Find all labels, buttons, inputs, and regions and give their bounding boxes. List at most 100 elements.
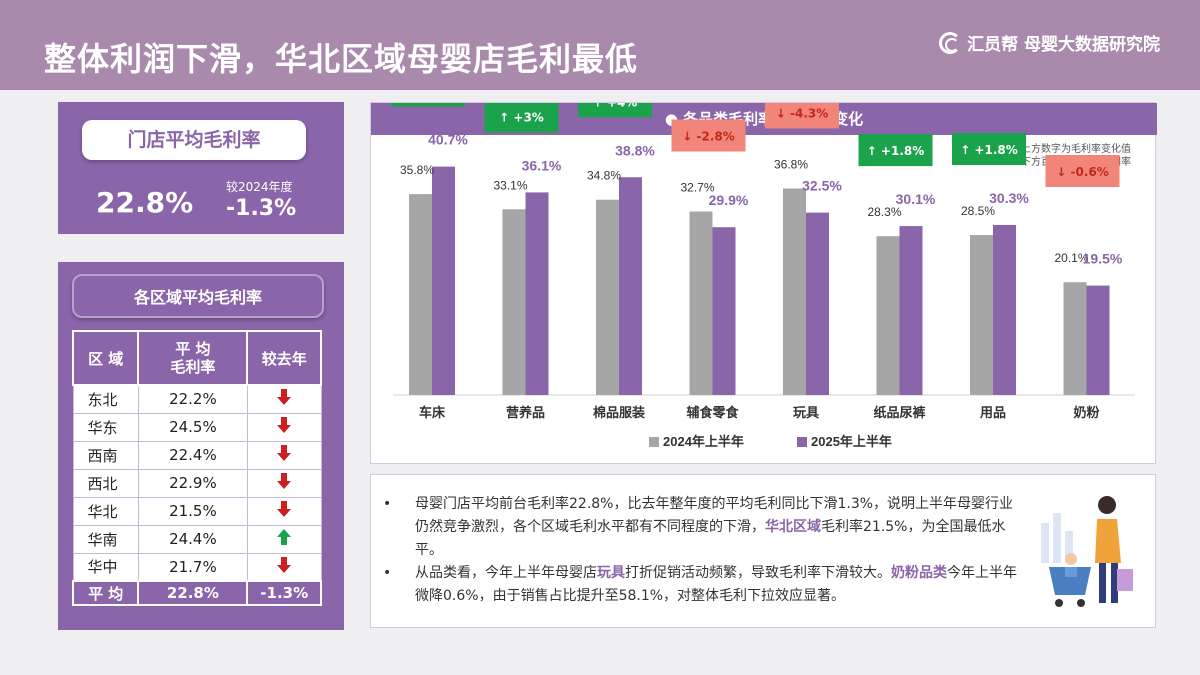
region-name: 西北 — [72, 468, 139, 498]
summary-1-b: 毛利率21.5%，为全国最低水平。 — [415, 519, 1006, 558]
legend-label: 2024年上半年 — [663, 434, 744, 449]
bar-2024 — [1063, 282, 1087, 395]
col-rate-label: 平 均 毛利率 — [170, 340, 216, 376]
table-row: 西南 22.4% — [72, 440, 322, 470]
change-badge-down — [1045, 155, 1120, 187]
col-change: 较去年 — [246, 330, 322, 386]
label-2024: 32.7% — [680, 181, 714, 195]
category-label: 辅食零食 — [686, 405, 739, 420]
chart-note-1-text: 上方数字为毛利率变化值 — [1021, 144, 1131, 155]
table-row: 西北 22.9% — [72, 468, 322, 498]
table-row: 华南 24.4% — [72, 524, 322, 554]
table-row: 华东 24.5% — [72, 412, 322, 442]
region-name: 华东 — [72, 412, 139, 442]
avg-label: 平 均 — [71, 580, 140, 606]
change-badge-up — [578, 103, 652, 118]
category-label: 纸品尿裤 — [873, 405, 925, 420]
arrow-down-icon — [277, 473, 292, 489]
category-label: 棉品服装 — [593, 405, 645, 420]
bar-2024 — [502, 209, 526, 395]
change-label: ↑ +4% — [593, 103, 638, 109]
bar-2024 — [876, 236, 900, 395]
label-2025: 32.5% — [802, 178, 842, 194]
summary-bullet-2: 从品类看，今年上半年母婴店玩具打折促销活动频繁，导致毛利率下滑较大。奶粉品类今年… — [381, 562, 1021, 608]
region-name: 东北 — [72, 384, 139, 414]
brand-logo-icon — [939, 31, 962, 54]
region-name: 西南 — [72, 440, 139, 470]
change-badge-up — [858, 134, 933, 167]
table-row: 华中 21.7% — [72, 552, 322, 582]
region-rate: 21.7% — [137, 552, 248, 582]
label-2024: 36.8% — [774, 157, 808, 171]
bar-2024 — [783, 188, 806, 395]
label-2025: 19.5% — [1083, 251, 1123, 267]
label-2024: 28.3% — [867, 205, 901, 219]
avg-rate: 22.8% — [137, 580, 249, 606]
col-rate: 平 均 毛利率 — [137, 330, 249, 386]
bar-2025 — [525, 192, 549, 395]
change-badge-down — [765, 103, 839, 129]
summary-bullet-1: 母婴门店平均前台毛利率22.8%，比去年整年度的平均毛利同比下滑1.3%，说明上… — [381, 493, 1021, 562]
arrow-up-icon — [277, 529, 292, 545]
bar-2025 — [619, 177, 642, 395]
summary-2-highlight-2: 奶粉品类 — [891, 565, 947, 581]
change-badge-up — [952, 132, 1026, 165]
region-table: 区 域 平 均 毛利率 较去年 东北 22.2% 华东 24.5% 西南 22.4% 西北 2… — [71, 330, 322, 606]
category-chart-panel: ● 各品类毛利率及毛利率变化 • 上方数字为毛利率变化值 • 下方百分数为品类毛… — [370, 102, 1157, 464]
summary-2-c: 今年上半年微降0.6%，由于销售占比提升至58.1%，对整体毛利下拉效应显著。 — [415, 565, 1017, 604]
avg-change: -1.3% — [246, 580, 322, 606]
label-2025: 38.8% — [615, 142, 655, 158]
arrow-down-icon — [277, 389, 292, 406]
legend-swatch — [797, 437, 807, 447]
store-kpi-compare-label: 较2024年度 — [226, 180, 293, 194]
region-trend — [246, 384, 322, 414]
region-name: 华南 — [72, 524, 139, 554]
label-2025: 29.9% — [709, 192, 749, 208]
category-label: 用品 — [979, 405, 1006, 420]
bar-chart: 35.8%40.7%车床↑ +4.9%33.1%36.1%营养品↑ +3%34.… — [391, 103, 1135, 449]
col-region-label: 区 域 — [88, 349, 124, 368]
table-row: 华北 21.5% — [72, 496, 322, 526]
bar-2025 — [806, 212, 829, 395]
label-2024: 35.8% — [400, 163, 434, 177]
legend-swatch — [649, 437, 659, 447]
label-2024: 33.1% — [493, 178, 527, 192]
region-panel: 各区域平均毛利率 区 域 平 均 毛利率 较去年 东北 22.2% 华东 24.5% 西… — [58, 262, 344, 630]
change-label: ↑ +1.8% — [867, 144, 925, 158]
change-badge-down — [671, 119, 746, 152]
label-2024: 28.5% — [961, 204, 995, 218]
arrow-down-icon — [277, 445, 292, 461]
region-rate: 22.9% — [137, 468, 248, 498]
bar-2025 — [899, 226, 923, 395]
region-title: 各区域平均毛利率 — [72, 274, 324, 318]
region-rate: 21.5% — [137, 496, 248, 526]
label-2025: 30.3% — [989, 190, 1029, 206]
shopping-mom-illustration — [1041, 496, 1133, 607]
bar-2025 — [1086, 285, 1110, 395]
change-label: ↑ +1.8% — [960, 143, 1018, 157]
store-kpi-panel: 门店平均毛利率 22.8% 较2024年度 -1.3% — [58, 102, 344, 234]
bar-2024 — [409, 194, 432, 395]
region-name: 华北 — [72, 496, 139, 526]
category-label: 营养品 — [506, 405, 545, 420]
region-trend — [246, 524, 322, 554]
region-trend — [246, 412, 322, 442]
table-row-average: 平 均 22.8% -1.3% — [71, 580, 322, 606]
label-2025: 40.7% — [428, 132, 468, 148]
label-2025: 30.1% — [896, 191, 936, 207]
summary-2-a: 从品类看，今年上半年母婴店 — [415, 565, 597, 581]
label-2024: 20.1% — [1054, 251, 1088, 265]
summary-2-highlight-1: 玩具 — [597, 565, 625, 581]
summary-1-highlight: 华北区域 — [765, 519, 821, 535]
store-kpi-compare-value: -1.3% — [226, 196, 297, 221]
category-label: 玩具 — [793, 405, 819, 420]
bar-2024 — [970, 235, 993, 395]
summary-2-b: 打折促销活动频繁，导致毛利率下滑较大。 — [625, 565, 891, 581]
change-badge-up — [484, 103, 559, 133]
region-trend — [246, 440, 322, 470]
summary-list: 母婴门店平均前台毛利率22.8%，比去年整年度的平均毛利同比下滑1.3%，说明上… — [381, 493, 1021, 608]
category-label: 车床 — [419, 405, 446, 420]
bar-2025 — [993, 224, 1016, 395]
region-rate: 22.2% — [137, 384, 248, 414]
bar-2025 — [712, 227, 736, 395]
